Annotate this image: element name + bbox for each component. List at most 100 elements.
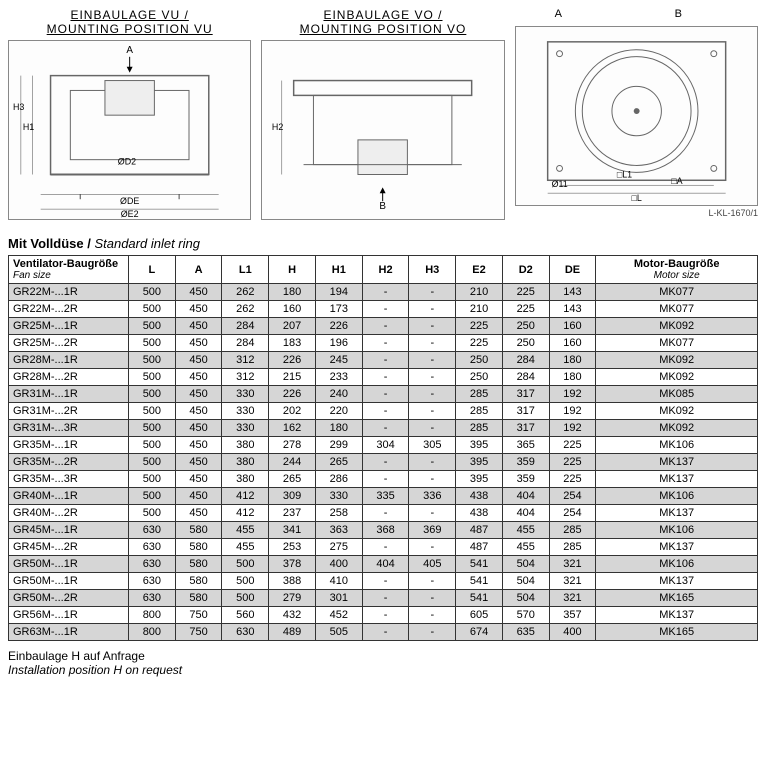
- cell-fan: GR40M-...2R: [9, 505, 129, 522]
- cell-L1: 262: [222, 284, 269, 301]
- cell-L1: 412: [222, 488, 269, 505]
- diagram-vo-drawing: H2 B: [261, 40, 504, 220]
- cell-A: 450: [175, 352, 222, 369]
- cell-L1: 455: [222, 522, 269, 539]
- cell-E2: 395: [456, 437, 503, 454]
- diagram-top: A B Ø11 □L □A □L1 L-KL-1670/1: [515, 8, 758, 228]
- cell-H: 180: [269, 284, 316, 301]
- cell-fan: GR31M-...3R: [9, 420, 129, 437]
- cell-L: 630: [129, 522, 176, 539]
- diagram-vu-label-en: MOUNTING POSITION VU: [47, 22, 213, 36]
- table-row: GR50M-...2R630580500279301--541504321MK1…: [9, 590, 758, 607]
- cell-motor: MK137: [596, 573, 758, 590]
- cell-D2: 317: [502, 403, 549, 420]
- table-row: GR50M-...1R63058050037840040440554150432…: [9, 556, 758, 573]
- cell-DE: 321: [549, 590, 596, 607]
- cell-L1: 455: [222, 539, 269, 556]
- cell-H2: 335: [362, 488, 409, 505]
- cell-motor: MK092: [596, 420, 758, 437]
- table-body: GR22M-...1R500450262180194--210225143MK0…: [9, 284, 758, 641]
- cell-H2: -: [362, 471, 409, 488]
- cell-H3: -: [409, 505, 456, 522]
- col-motor: Motor-BaugrößeMotor size: [596, 256, 758, 284]
- cell-D2: 570: [502, 607, 549, 624]
- cell-E2: 210: [456, 301, 503, 318]
- cell-L: 630: [129, 539, 176, 556]
- cell-fan: GR31M-...2R: [9, 403, 129, 420]
- cell-H3: -: [409, 624, 456, 641]
- cell-L: 500: [129, 437, 176, 454]
- cell-H2: 404: [362, 556, 409, 573]
- cell-L: 800: [129, 607, 176, 624]
- cell-H3: -: [409, 318, 456, 335]
- cell-fan: GR50M-...1R: [9, 573, 129, 590]
- cell-D2: 250: [502, 318, 549, 335]
- col-D2: D2: [502, 256, 549, 284]
- table-title-de: Mit Volldüse /: [8, 236, 91, 251]
- cell-H2: -: [362, 369, 409, 386]
- arrow-a-label: A: [126, 45, 133, 56]
- cell-E2: 395: [456, 471, 503, 488]
- cell-H: 279: [269, 590, 316, 607]
- cell-E2: 225: [456, 335, 503, 352]
- svg-text:H1: H1: [23, 122, 34, 132]
- table-row: GR45M-...1R63058045534136336836948745528…: [9, 522, 758, 539]
- cell-E2: 438: [456, 505, 503, 522]
- cell-fan: GR25M-...2R: [9, 335, 129, 352]
- cell-H: 226: [269, 386, 316, 403]
- cell-DE: 192: [549, 403, 596, 420]
- cell-H: 207: [269, 318, 316, 335]
- cell-E2: 285: [456, 420, 503, 437]
- cell-E2: 210: [456, 284, 503, 301]
- svg-text:ØDE: ØDE: [120, 196, 139, 206]
- cell-H2: -: [362, 318, 409, 335]
- cell-D2: 359: [502, 454, 549, 471]
- table-row: GR63M-...1R800750630489505--674635400MK1…: [9, 624, 758, 641]
- cell-A: 450: [175, 505, 222, 522]
- cell-motor: MK092: [596, 403, 758, 420]
- table-row: GR56M-...1R800750560432452--605570357MK1…: [9, 607, 758, 624]
- cell-L1: 330: [222, 386, 269, 403]
- cell-motor: MK106: [596, 488, 758, 505]
- cell-H1: 286: [315, 471, 362, 488]
- cell-fan: GR25M-...1R: [9, 318, 129, 335]
- cell-L1: 630: [222, 624, 269, 641]
- cell-motor: MK165: [596, 624, 758, 641]
- svg-text:□L1: □L1: [617, 169, 632, 179]
- cell-L1: 560: [222, 607, 269, 624]
- cell-fan: GR45M-...2R: [9, 539, 129, 556]
- table-header: Ventilator-BaugrößeFan sizeLAL1HH1H2H3E2…: [9, 256, 758, 284]
- cell-DE: 160: [549, 335, 596, 352]
- cell-H3: -: [409, 590, 456, 607]
- cell-A: 450: [175, 420, 222, 437]
- cell-A: 580: [175, 573, 222, 590]
- cell-L: 500: [129, 335, 176, 352]
- cell-fan: GR35M-...1R: [9, 437, 129, 454]
- cell-A: 750: [175, 607, 222, 624]
- cell-E2: 285: [456, 403, 503, 420]
- cell-H1: 220: [315, 403, 362, 420]
- cell-DE: 180: [549, 352, 596, 369]
- cell-L1: 312: [222, 352, 269, 369]
- table-row: GR45M-...2R630580455253275--487455285MK1…: [9, 539, 758, 556]
- cell-D2: 359: [502, 471, 549, 488]
- cell-H3: -: [409, 301, 456, 318]
- cell-D2: 365: [502, 437, 549, 454]
- cell-H2: -: [362, 590, 409, 607]
- cell-L: 500: [129, 318, 176, 335]
- col-H3: H3: [409, 256, 456, 284]
- cell-H3: 369: [409, 522, 456, 539]
- table-row: GR28M-...1R500450312226245--250284180MK0…: [9, 352, 758, 369]
- cell-H: 489: [269, 624, 316, 641]
- cell-DE: 285: [549, 539, 596, 556]
- cell-fan: GR63M-...1R: [9, 624, 129, 641]
- cell-H: 226: [269, 352, 316, 369]
- cell-E2: 225: [456, 318, 503, 335]
- cell-D2: 225: [502, 284, 549, 301]
- cell-H1: 196: [315, 335, 362, 352]
- cell-H2: -: [362, 352, 409, 369]
- svg-text:H2: H2: [272, 122, 283, 132]
- cell-A: 580: [175, 539, 222, 556]
- cell-motor: MK085: [596, 386, 758, 403]
- cell-A: 580: [175, 590, 222, 607]
